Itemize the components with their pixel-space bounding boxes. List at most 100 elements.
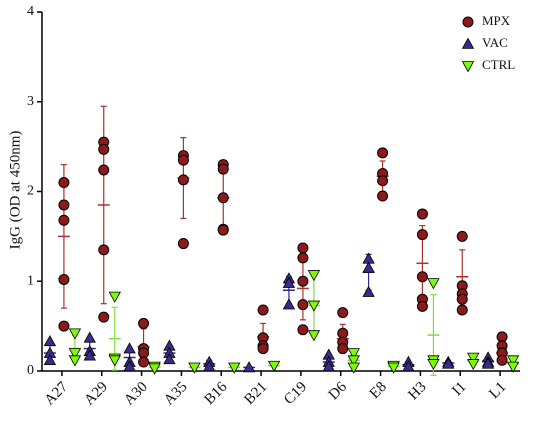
- x-tick-label: I1: [449, 379, 469, 399]
- ctrl-point: [307, 300, 321, 312]
- x-tick-label: A29: [81, 379, 111, 409]
- mpx-point: [217, 224, 229, 236]
- mpx-point: [58, 320, 70, 332]
- ctrl-point: [228, 362, 241, 374]
- vac-point: [43, 353, 57, 366]
- mpx-point: [58, 273, 70, 285]
- vac-point: [83, 331, 96, 343]
- mpx-point: [58, 177, 70, 189]
- y-tick-label: 3: [27, 94, 34, 109]
- x-tick-label: B16: [202, 379, 231, 408]
- ctrl-point: [307, 330, 321, 342]
- mpx-point: [337, 307, 349, 319]
- mpx-point: [416, 229, 428, 241]
- legend-label: MPX: [482, 13, 511, 28]
- mpx-point: [297, 324, 309, 336]
- mpx-point: [217, 192, 229, 204]
- x-tick-label: A30: [121, 379, 151, 409]
- mpx-point: [462, 16, 474, 28]
- mpx-point: [377, 190, 389, 202]
- ctrl-point: [461, 61, 475, 73]
- legend-label: CTRL: [482, 57, 515, 72]
- y-tick-label: 0: [27, 363, 34, 378]
- mpx-point: [98, 143, 110, 155]
- ctrl-point: [427, 359, 440, 371]
- x-tick-label: C19: [281, 379, 310, 408]
- ctrl-point: [148, 363, 161, 375]
- ctrl-point: [108, 291, 121, 303]
- y-tick-label: 4: [27, 4, 34, 19]
- mpx-point: [58, 214, 70, 226]
- mpx-point: [297, 275, 309, 287]
- ctrl-point: [427, 278, 440, 290]
- mpx-point: [377, 175, 389, 187]
- vac-point: [461, 37, 475, 49]
- vac-point: [282, 276, 296, 288]
- y-tick-label: 1: [27, 273, 34, 288]
- ctrl-point: [307, 270, 321, 282]
- mpx-point: [416, 300, 428, 312]
- vac-point: [123, 342, 136, 354]
- x-tick-label: D6: [326, 379, 351, 404]
- mpx-point: [217, 163, 229, 175]
- legend-label: VAC: [482, 35, 508, 50]
- ctrl-point: [506, 361, 520, 373]
- y-axis-label: IgG (OD at 450nm): [7, 131, 23, 250]
- x-tick-label: E8: [367, 379, 390, 402]
- mpx-point: [456, 230, 468, 242]
- vac-point: [203, 360, 216, 372]
- mpx-point: [177, 238, 189, 250]
- ctrl-point: [467, 352, 480, 364]
- mpx-point: [416, 208, 428, 220]
- ctrl-point: [387, 362, 400, 374]
- mpx-point: [257, 304, 269, 316]
- mpx-point: [297, 299, 309, 311]
- mpx-point: [138, 317, 150, 329]
- vac-point: [83, 349, 96, 361]
- mpx-point: [177, 154, 189, 166]
- vac-point: [123, 360, 136, 372]
- mpx-point: [58, 199, 70, 211]
- ctrl-point: [68, 355, 82, 367]
- mpx-point: [177, 174, 189, 186]
- vac-point: [282, 298, 296, 310]
- mpx-point: [416, 271, 428, 283]
- vac-point: [322, 360, 335, 372]
- ctrl-point: [347, 355, 360, 367]
- mpx-point: [98, 311, 110, 323]
- mpx-point: [496, 354, 508, 366]
- ctrl-point: [347, 362, 360, 374]
- vac-point: [362, 261, 375, 273]
- vac-point: [362, 285, 375, 297]
- mpx-point: [337, 343, 349, 355]
- ctrl-point: [108, 355, 121, 367]
- mpx-point: [377, 147, 389, 159]
- x-tick-label: H3: [405, 379, 429, 403]
- vac-point: [163, 353, 176, 365]
- mpx-point: [456, 293, 468, 305]
- vac-point: [242, 361, 256, 373]
- mpx-point: [138, 356, 150, 368]
- ctrl-point: [267, 360, 281, 372]
- ctrl-point: [188, 362, 201, 374]
- mpx-point: [456, 304, 468, 316]
- ctrl-point: [68, 328, 82, 340]
- x-tick-label: L1: [486, 379, 509, 402]
- mpx-point: [297, 252, 309, 264]
- ctrl-point: [506, 355, 520, 367]
- mpx-point: [98, 164, 110, 176]
- mpx-point: [98, 244, 110, 256]
- vac-point: [481, 357, 495, 369]
- vac-point: [442, 357, 455, 369]
- ctrl-point: [467, 359, 480, 371]
- x-tick-label: B21: [241, 379, 270, 408]
- vac-point: [43, 335, 57, 347]
- vac-point: [402, 360, 415, 372]
- ctrl-point: [68, 348, 82, 360]
- mpx-point: [297, 242, 309, 254]
- x-tick-label: A35: [161, 379, 191, 409]
- x-tick-label: A27: [42, 379, 72, 409]
- ctrl-point: [347, 348, 360, 360]
- y-tick-label: 2: [27, 184, 34, 199]
